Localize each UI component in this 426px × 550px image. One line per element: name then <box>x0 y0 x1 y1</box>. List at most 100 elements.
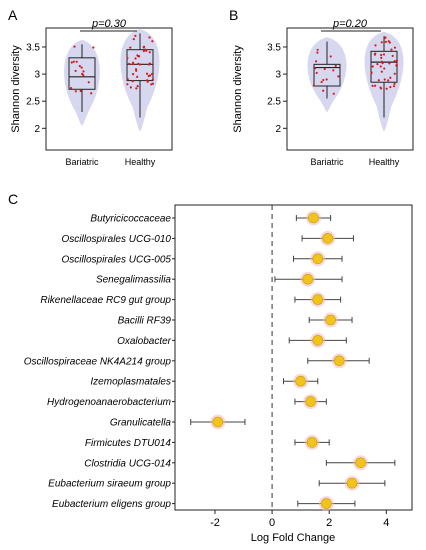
panel-b-sample-point <box>384 40 387 43</box>
panel-a-sample-point <box>135 69 138 72</box>
estimate-point <box>312 294 324 305</box>
panel-a-sample-point <box>151 82 155 85</box>
panel-b-xtick-bariatric: Bariatric <box>310 157 344 167</box>
panel-b-sample-point <box>391 54 394 58</box>
panel-label-c: C <box>8 191 18 207</box>
estimate-point <box>305 396 316 407</box>
estimate-point <box>302 273 314 285</box>
panel-b-sample-point <box>390 48 393 51</box>
panel-b-sample-point <box>380 41 383 44</box>
panel-b-pvalue: p=0.20 <box>332 18 368 30</box>
panel-a-sample-point <box>148 62 151 65</box>
panel-label-a: A <box>8 7 18 23</box>
panel-b-sample-point <box>371 65 374 68</box>
panel-b-sample-point <box>374 44 377 47</box>
panel-b-ytick-label: 2 <box>275 124 281 135</box>
panel-b-sample-point <box>377 79 380 82</box>
panel-a-sample-point <box>142 46 145 49</box>
taxon-label: Butyricicoccaceae <box>90 214 171 225</box>
panel-b-frame <box>286 27 414 151</box>
panel-b-sample-point <box>325 78 328 81</box>
panel-a-sample-point <box>87 81 90 84</box>
panel-a-sample-point <box>131 80 134 83</box>
panel-b-sample-point <box>385 87 388 90</box>
panel-a-ytick-label: 2 <box>34 124 40 135</box>
panel-b-sample-point <box>320 80 323 84</box>
panel-a-ytick-label: 3 <box>34 70 40 81</box>
panel-b-violin-healthy <box>364 31 404 132</box>
panel-a-sample-point <box>129 46 132 49</box>
panel-a-ytick-label: 3.5 <box>26 42 40 53</box>
panel-a-sample-point <box>136 84 139 88</box>
estimate-point <box>212 416 224 428</box>
panel-a-chart: Shannon diversity 2 2.5 3 3.5 p=0.30 Bariat… <box>10 18 173 167</box>
taxon-label: Clostridia UCG-014 <box>84 458 171 469</box>
panel-a-sample-point <box>148 51 151 54</box>
estimate-point <box>321 498 332 509</box>
panel-a-sample-point <box>80 66 83 69</box>
panel-b-sample-point <box>314 67 317 70</box>
panel-b-sample-point <box>389 76 392 79</box>
panel-c-chart: -2 0 2 4 Butyricicoccaceae Oscillospirales U… <box>24 204 413 544</box>
panel-a-sample-point <box>137 62 140 65</box>
estimate-point <box>312 253 324 265</box>
panel-c-rows: Butyricicoccaceae Oscillospirales UCG-010… <box>24 210 396 512</box>
panel-c-xlabel: Log Fold Change <box>251 532 335 544</box>
panel-a-sample-point <box>144 48 147 51</box>
panel-c-xtick-label: 0 <box>269 517 275 529</box>
panel-b-sample-point <box>314 60 318 63</box>
panel-a-sample-point <box>78 64 81 68</box>
panel-a-ytick-label: 2.5 <box>26 97 40 108</box>
panel-b-box <box>313 63 341 87</box>
estimate-point <box>322 233 334 244</box>
panel-a-xtick-bariatric: Bariatric <box>65 157 99 167</box>
panel-a-sample-point <box>75 60 78 63</box>
panel-b-sample-point <box>315 71 318 75</box>
estimate-point <box>312 335 324 346</box>
panel-b-sample-point <box>379 87 383 90</box>
panel-a-sample-point <box>150 83 153 86</box>
panel-b-sample-point <box>388 41 391 44</box>
taxon-label: Oscillospirales UCG-010 <box>62 234 172 245</box>
panel-a-sample-point <box>128 62 131 65</box>
panel-a-sample-point <box>72 60 75 63</box>
panel-b-sample-point <box>332 92 335 95</box>
panel-a-sample-point <box>126 78 129 81</box>
panel-label-b: B <box>229 7 238 23</box>
taxon-label: Oxalobacter <box>117 336 172 347</box>
panel-a-sample-point <box>151 40 154 43</box>
panel-a-sample-point <box>92 46 95 49</box>
estimate-point <box>295 375 306 387</box>
panel-a-sample-point <box>79 89 82 93</box>
estimate-point <box>308 212 319 224</box>
panel-a-pvalue: p=0.30 <box>91 18 127 30</box>
panel-a-sample-point <box>147 74 150 78</box>
taxon-label: Senegalimassilia <box>96 275 171 286</box>
panel-b-sample-point <box>393 59 396 63</box>
panel-b-sample-point <box>323 67 326 71</box>
panel-a-sample-point <box>126 56 129 60</box>
panel-b-violin-bariatric <box>307 37 347 113</box>
panel-c-xtick-label: 2 <box>326 517 332 529</box>
taxon-label: Oscillospiraceae NK4A214 group <box>24 356 172 367</box>
panel-a-violins <box>64 29 160 132</box>
panel-a-sample-point <box>145 72 149 75</box>
panel-a-frame <box>45 27 173 151</box>
panel-a-violin-healthy <box>120 29 160 132</box>
panel-c-xtick-label: 4 <box>383 517 389 529</box>
panel-b-sample-point <box>380 53 383 57</box>
panel-a-sample-point <box>74 90 77 93</box>
panel-b-sample-point <box>383 78 386 81</box>
panel-a-sample-point <box>134 57 137 60</box>
panel-a-sample-point <box>73 45 76 48</box>
panel-b-sample-point <box>374 52 377 55</box>
panel-b-sample-point <box>382 53 386 56</box>
panel-a-sample-point <box>135 87 138 90</box>
panel-b-violins <box>307 31 404 132</box>
panel-b-sample-point <box>334 64 337 68</box>
taxon-label: Bacilli RF39 <box>118 316 172 327</box>
panel-b-sample-point <box>388 62 391 65</box>
taxon-label: Oscillospirales UCG-005 <box>62 254 172 265</box>
panel-c-xticks: -2 0 2 4 <box>210 510 389 529</box>
panel-c-frame <box>174 204 413 511</box>
